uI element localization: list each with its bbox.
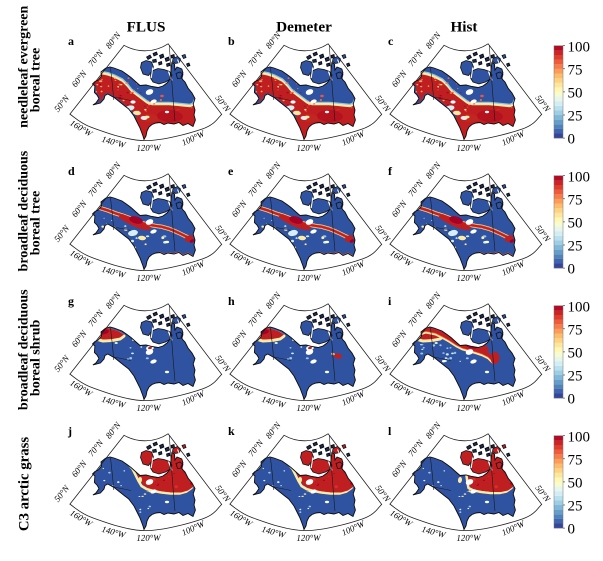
svg-text:100: 100 [568, 429, 591, 445]
svg-text:0: 0 [568, 392, 576, 408]
svg-text:boreal shrub: boreal shrub [28, 320, 43, 397]
svg-text:50: 50 [568, 215, 583, 231]
svg-text:f: f [388, 164, 393, 178]
svg-text:25: 25 [568, 499, 583, 515]
svg-text:e: e [228, 164, 234, 178]
svg-text:100: 100 [568, 299, 591, 315]
svg-text:25: 25 [568, 109, 583, 125]
svg-text:h: h [228, 294, 235, 308]
svg-text:c: c [388, 34, 394, 48]
svg-text:Demeter: Demeter [276, 19, 332, 36]
svg-text:50: 50 [568, 475, 583, 491]
svg-text:g: g [68, 294, 74, 308]
svg-text:a: a [68, 34, 74, 48]
svg-text:broadleaf deciduous: broadleaf deciduous [16, 150, 31, 271]
svg-text:50: 50 [568, 345, 583, 361]
svg-text:broadleaf deciduous: broadleaf deciduous [16, 289, 31, 410]
svg-text:75: 75 [568, 452, 583, 468]
svg-text:75: 75 [568, 62, 583, 78]
svg-text:boreal tree: boreal tree [28, 191, 43, 255]
svg-text:FLUS: FLUS [127, 19, 166, 36]
svg-text:75: 75 [568, 192, 583, 208]
svg-text:b: b [228, 34, 235, 48]
svg-text:0: 0 [568, 262, 576, 278]
svg-text:0: 0 [568, 132, 576, 148]
svg-text:100: 100 [568, 39, 591, 55]
svg-text:k: k [228, 424, 235, 438]
svg-text:50: 50 [568, 85, 583, 101]
svg-text:25: 25 [568, 369, 583, 385]
svg-text:Hist: Hist [450, 19, 477, 36]
svg-text:j: j [67, 424, 72, 438]
svg-text:needleleaf evergreen: needleleaf evergreen [16, 5, 31, 127]
svg-text:75: 75 [568, 322, 583, 338]
svg-text:0: 0 [568, 522, 576, 538]
svg-text:l: l [388, 424, 392, 438]
svg-text:25: 25 [568, 239, 583, 255]
svg-text:C3 arctic grass: C3 arctic grass [16, 437, 32, 531]
svg-text:d: d [68, 164, 75, 178]
svg-text:100: 100 [568, 169, 591, 185]
svg-text:i: i [388, 294, 392, 308]
svg-text:boreal tree: boreal tree [28, 48, 43, 112]
